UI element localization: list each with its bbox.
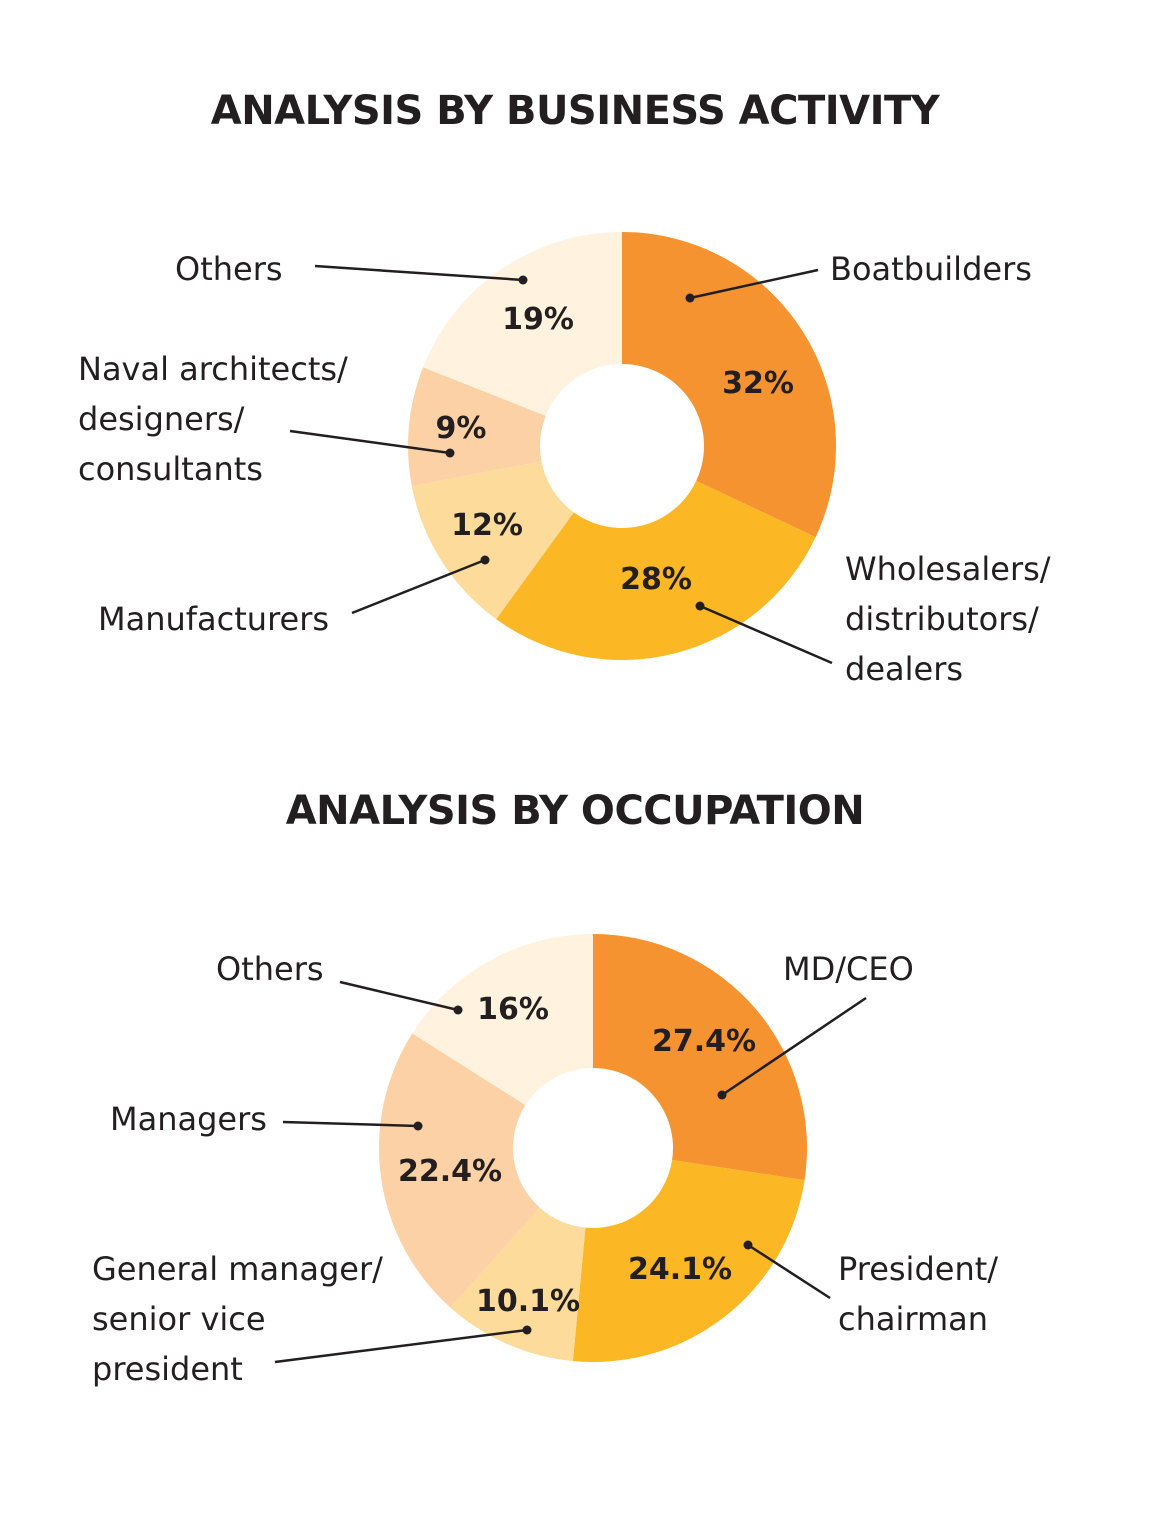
donut-slice: [412, 934, 593, 1106]
leader-dot: [522, 1325, 532, 1335]
donut-slice: [572, 1160, 805, 1363]
category-label: MD/CEO: [783, 950, 914, 988]
slice-value-label: 19%: [502, 302, 574, 337]
donut-chart-business-activity: 32% Boatbuilders 28% Wholesalers/distributo…: [78, 232, 1051, 688]
category-label: Boatbuilders: [830, 250, 1032, 288]
leader-dot: [717, 1090, 727, 1100]
chart-title-business-activity: ANALYSIS BY BUSINESS ACTIVITY: [210, 88, 940, 134]
slice-value-label: 24.1%: [628, 1252, 732, 1287]
category-label: Others: [216, 950, 324, 988]
leader-line: [274, 1328, 528, 1364]
donut-slice: [593, 934, 807, 1181]
leader-dot: [518, 275, 528, 285]
slice-value-label: 9%: [436, 411, 487, 446]
leader-line: [282, 1120, 419, 1128]
slice-value-label: 22.4%: [398, 1154, 502, 1189]
donut-chart-occupation: 27.4% MD/CEO 24.1% President/chairman 10.1% G…: [92, 934, 998, 1388]
category-label: Others: [175, 250, 283, 288]
slice-value-label: 32%: [722, 366, 794, 401]
donut-slice: [423, 232, 622, 416]
leader-line: [747, 1243, 831, 1300]
slice-value-label: 10.1%: [476, 1284, 580, 1319]
slice-value-label: 28%: [620, 562, 692, 597]
leader-line: [721, 996, 867, 1097]
donut-slice: [622, 232, 836, 538]
leader-line: [289, 429, 451, 455]
category-label: Naval architects/designers/consultants: [78, 350, 348, 488]
donut-slice: [407, 367, 546, 487]
category-label: Manufacturers: [98, 600, 329, 638]
donut-slice: [450, 1207, 586, 1362]
leader-line: [689, 268, 819, 300]
donut-slice: [411, 461, 574, 620]
leader-line: [699, 604, 833, 665]
slice-value-label: 16%: [477, 992, 549, 1027]
donut-slice: [378, 1033, 540, 1308]
leader-dot: [413, 1121, 423, 1131]
leader-dot: [480, 555, 490, 565]
leader-dot: [453, 1005, 463, 1015]
slice-value-label: 27.4%: [652, 1024, 756, 1059]
slice-value-label: 12%: [451, 508, 523, 543]
leader-line: [314, 264, 524, 282]
chart-title-occupation: ANALYSIS BY OCCUPATION: [285, 788, 865, 834]
leader-dot: [445, 448, 455, 458]
leader-dot: [743, 1240, 753, 1250]
leader-dot: [685, 293, 695, 303]
category-label: Managers: [110, 1100, 267, 1138]
category-label: President/chairman: [838, 1250, 998, 1338]
category-label: Wholesalers/distributors/dealers: [845, 550, 1051, 688]
leader-line: [351, 558, 486, 615]
donut-slice: [496, 480, 816, 660]
leader-dot: [695, 601, 705, 611]
category-label: General manager/senior vice president: [92, 1250, 383, 1388]
leader-line: [339, 980, 459, 1012]
